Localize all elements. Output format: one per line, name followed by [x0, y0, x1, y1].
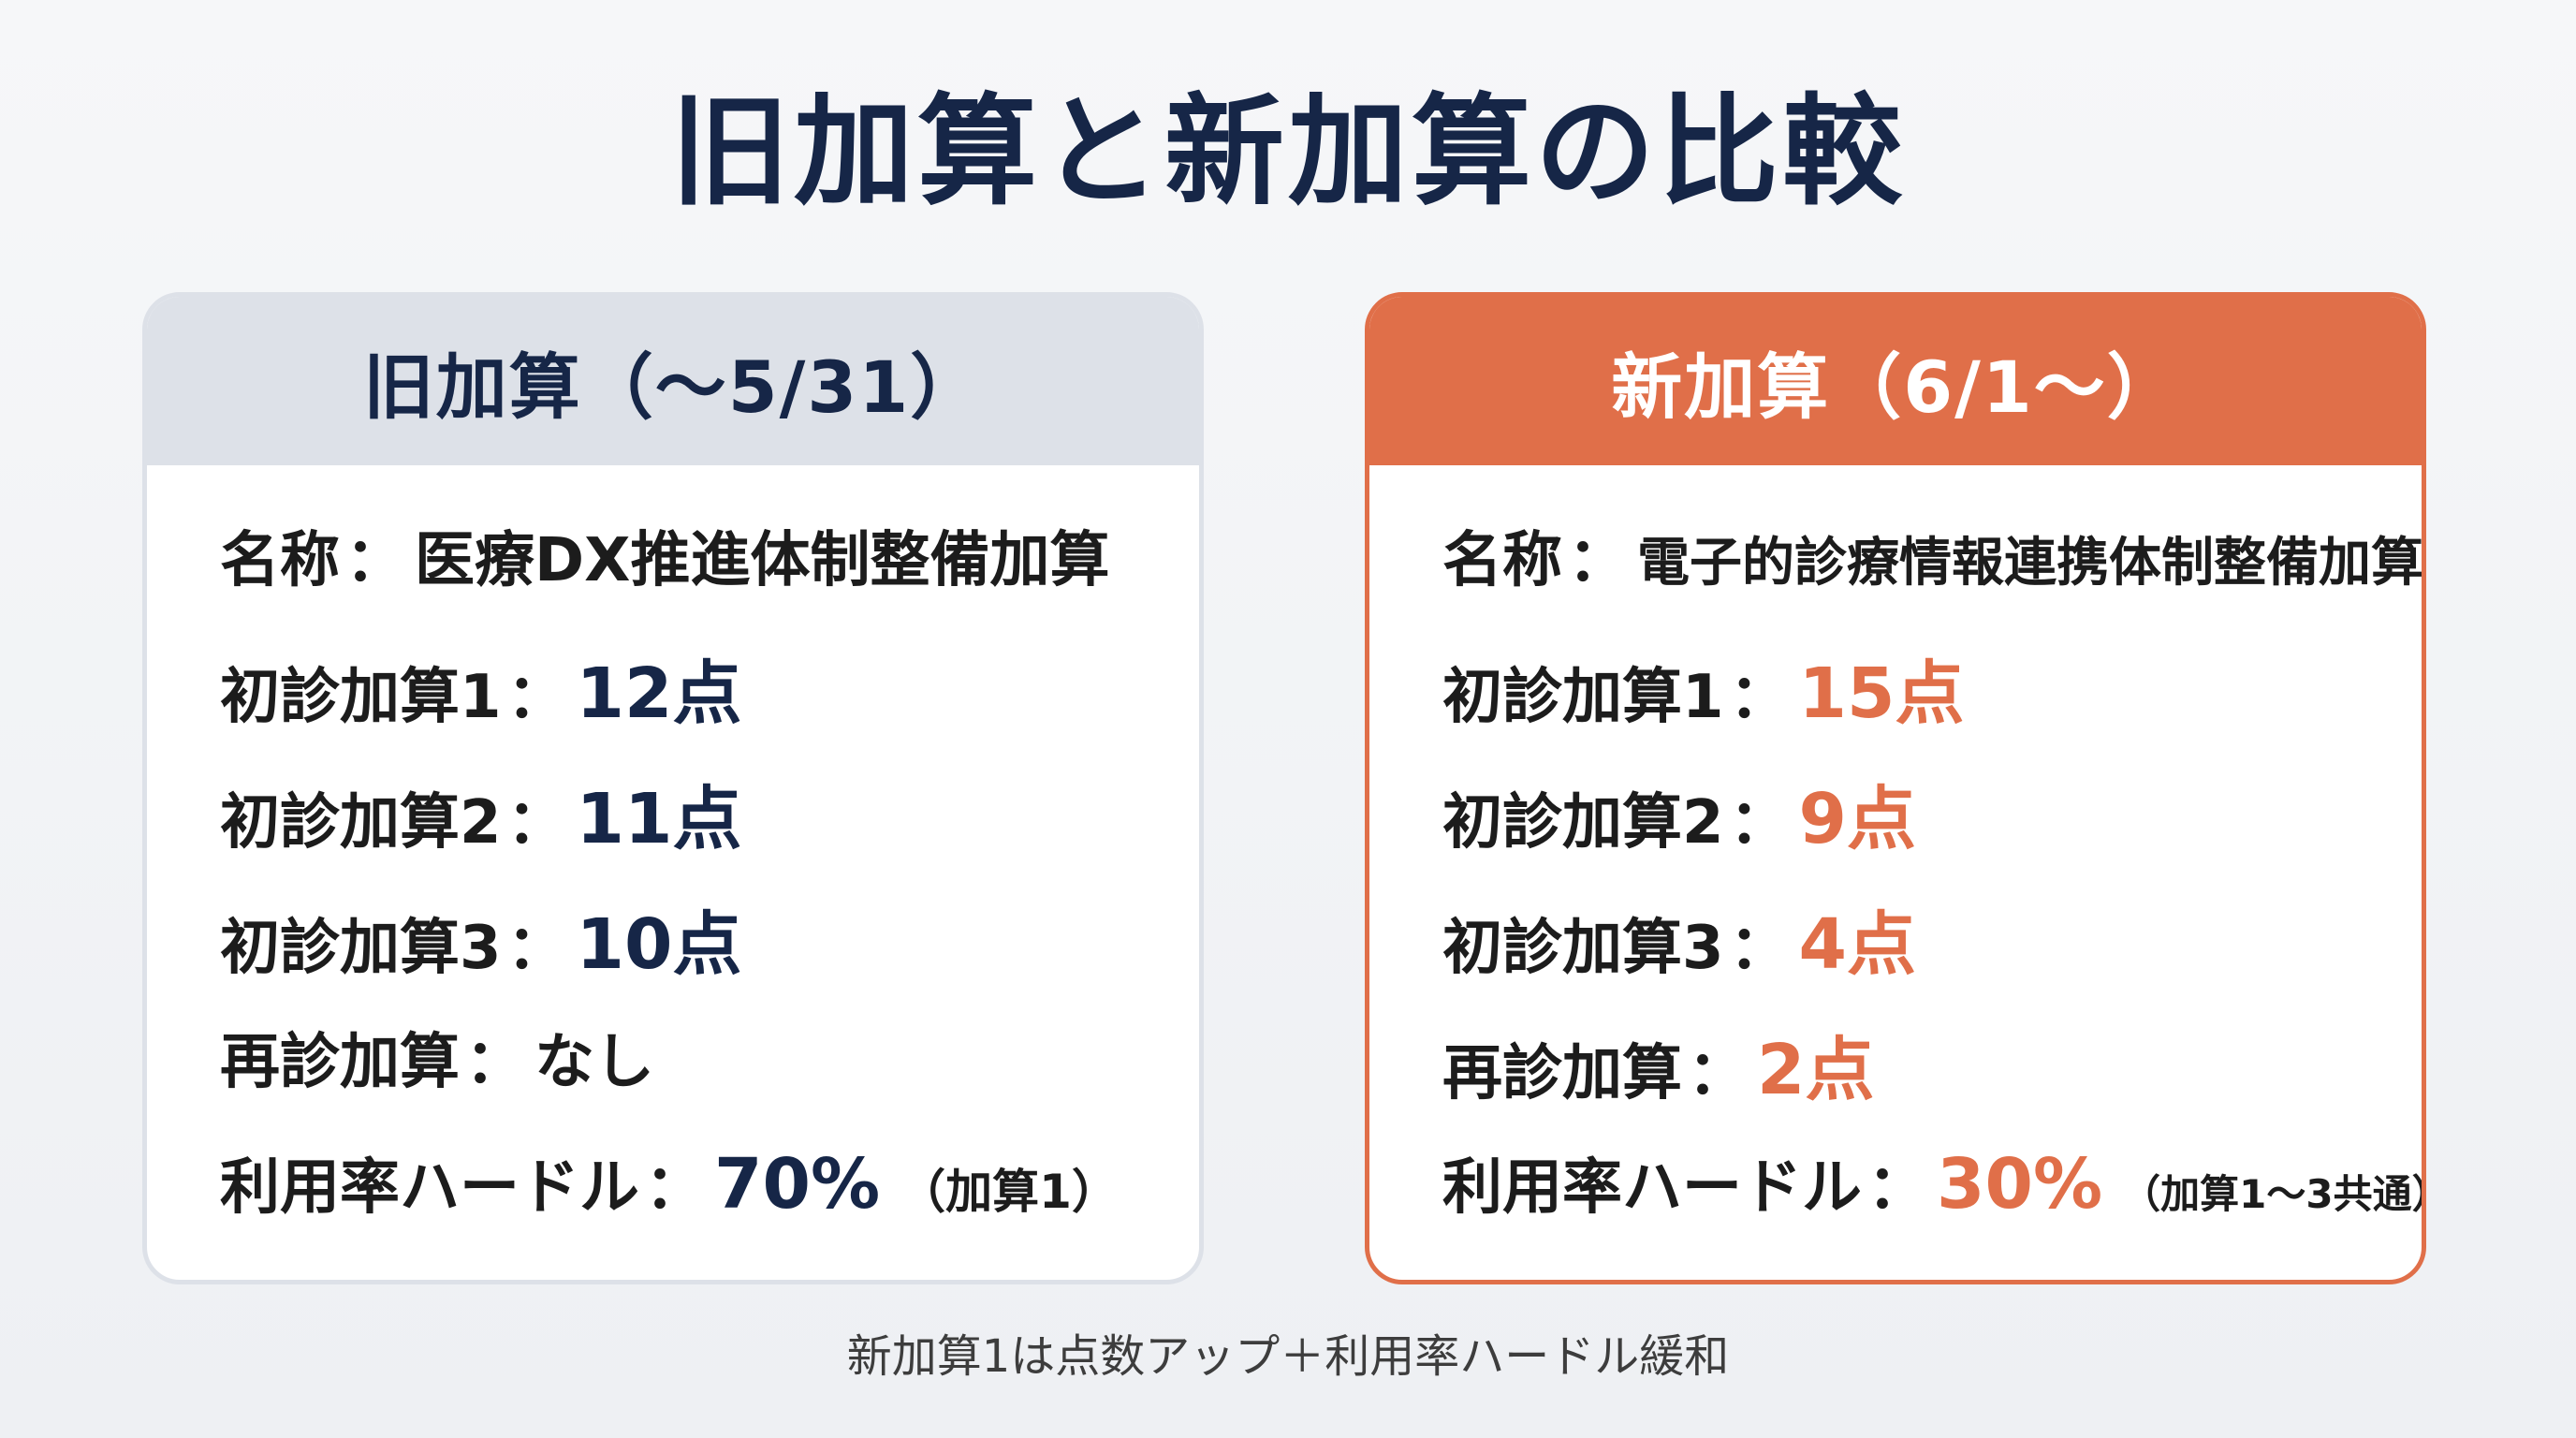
page-title: 旧加算と新加算の比較: [669, 82, 1906, 222]
row-label: 初診加算3: [220, 914, 502, 983]
separator: ：: [1729, 788, 1790, 858]
row-value: 12点: [576, 653, 742, 734]
footnote: 新加算1は点数アップ＋利用率ハードル緩和: [846, 1330, 1730, 1383]
usage-note: （加算1）: [899, 1165, 1119, 1219]
old-first-visit-2-row: 初診加算2 ： 11点: [220, 763, 1199, 888]
new-first-visit-3-row: 初診加算3 ： 4点: [1442, 888, 2422, 1014]
new-card-header: 新加算（6/1～）: [1369, 297, 2422, 465]
separator: ：: [506, 663, 567, 732]
separator: ：: [1568, 526, 1628, 595]
row-label: 再診加算: [220, 1028, 460, 1097]
row-value: 11点: [576, 779, 742, 859]
row-label: 初診加算1: [220, 663, 502, 732]
new-first-visit-2-row: 初診加算2 ： 9点: [1442, 763, 2422, 888]
row-value: 15点: [1798, 653, 1965, 734]
old-first-visit-3-row: 初診加算3 ： 10点: [220, 888, 1199, 1014]
usage-value: 70%: [714, 1144, 881, 1225]
row-label: 初診加算2: [220, 788, 502, 858]
usage-label: 利用率ハードル: [1442, 1153, 1862, 1223]
separator: ：: [345, 526, 405, 595]
old-name-row: 名称 ： 医療DX推進体制整備加算: [220, 512, 1199, 638]
separator: ：: [645, 1153, 705, 1223]
row-label: 初診加算2: [1442, 788, 1724, 858]
old-addition-card: 旧加算（～5/31） 名称 ： 医療DX推進体制整備加算 初診加算1 ： 12点…: [142, 292, 1204, 1284]
usage-label: 利用率ハードル: [220, 1153, 639, 1223]
old-first-visit-1-row: 初診加算1 ： 12点: [220, 638, 1199, 763]
separator: ：: [1867, 1153, 1927, 1223]
row-value: 4点: [1798, 904, 1917, 985]
name-value: 電子的診療情報連携体制整備加算: [1637, 533, 2423, 594]
row-label: 再診加算: [1442, 1039, 1682, 1108]
row-value: 2点: [1757, 1030, 1875, 1110]
name-value: 医療DX推進体制整備加算: [415, 526, 1110, 595]
separator: ：: [465, 1028, 525, 1097]
row-label: 初診加算1: [1442, 663, 1724, 732]
old-card-body: 名称 ： 医療DX推進体制整備加算 初診加算1 ： 12点 初診加算2 ： 11…: [147, 465, 1199, 1265]
usage-note: （加算1～3共通）: [2121, 1171, 2426, 1217]
new-revisit-row: 再診加算 ： 2点: [1442, 1014, 2422, 1139]
old-card-header: 旧加算（～5/31）: [147, 297, 1199, 465]
row-value: 10点: [576, 904, 742, 985]
usage-value: 30%: [1937, 1144, 2103, 1225]
old-revisit-row: 再診加算 ： なし: [220, 1014, 1199, 1139]
new-usage-hurdle-row: 利用率ハードル ： 30% （加算1～3共通）: [1442, 1139, 2422, 1265]
separator: ：: [1729, 914, 1790, 983]
row-label: 初診加算3: [1442, 914, 1724, 983]
new-name-row: 名称 ： 電子的診療情報連携体制整備加算: [1442, 512, 2422, 638]
row-value: なし: [534, 1028, 654, 1097]
row-value: 9点: [1798, 779, 1917, 859]
separator: ：: [1729, 663, 1790, 732]
new-first-visit-1-row: 初診加算1 ： 15点: [1442, 638, 2422, 763]
separator: ：: [506, 788, 567, 858]
new-card-body: 名称 ： 電子的診療情報連携体制整備加算 初診加算1 ： 15点 初診加算2 ：…: [1369, 465, 2422, 1265]
separator: ：: [506, 914, 567, 983]
separator: ：: [1688, 1039, 1748, 1108]
new-addition-card: 新加算（6/1～） 名称 ： 電子的診療情報連携体制整備加算 初診加算1 ： 1…: [1365, 292, 2426, 1284]
name-label: 名称: [220, 526, 340, 595]
name-label: 名称: [1442, 526, 1562, 595]
old-usage-hurdle-row: 利用率ハードル ： 70% （加算1）: [220, 1139, 1199, 1265]
